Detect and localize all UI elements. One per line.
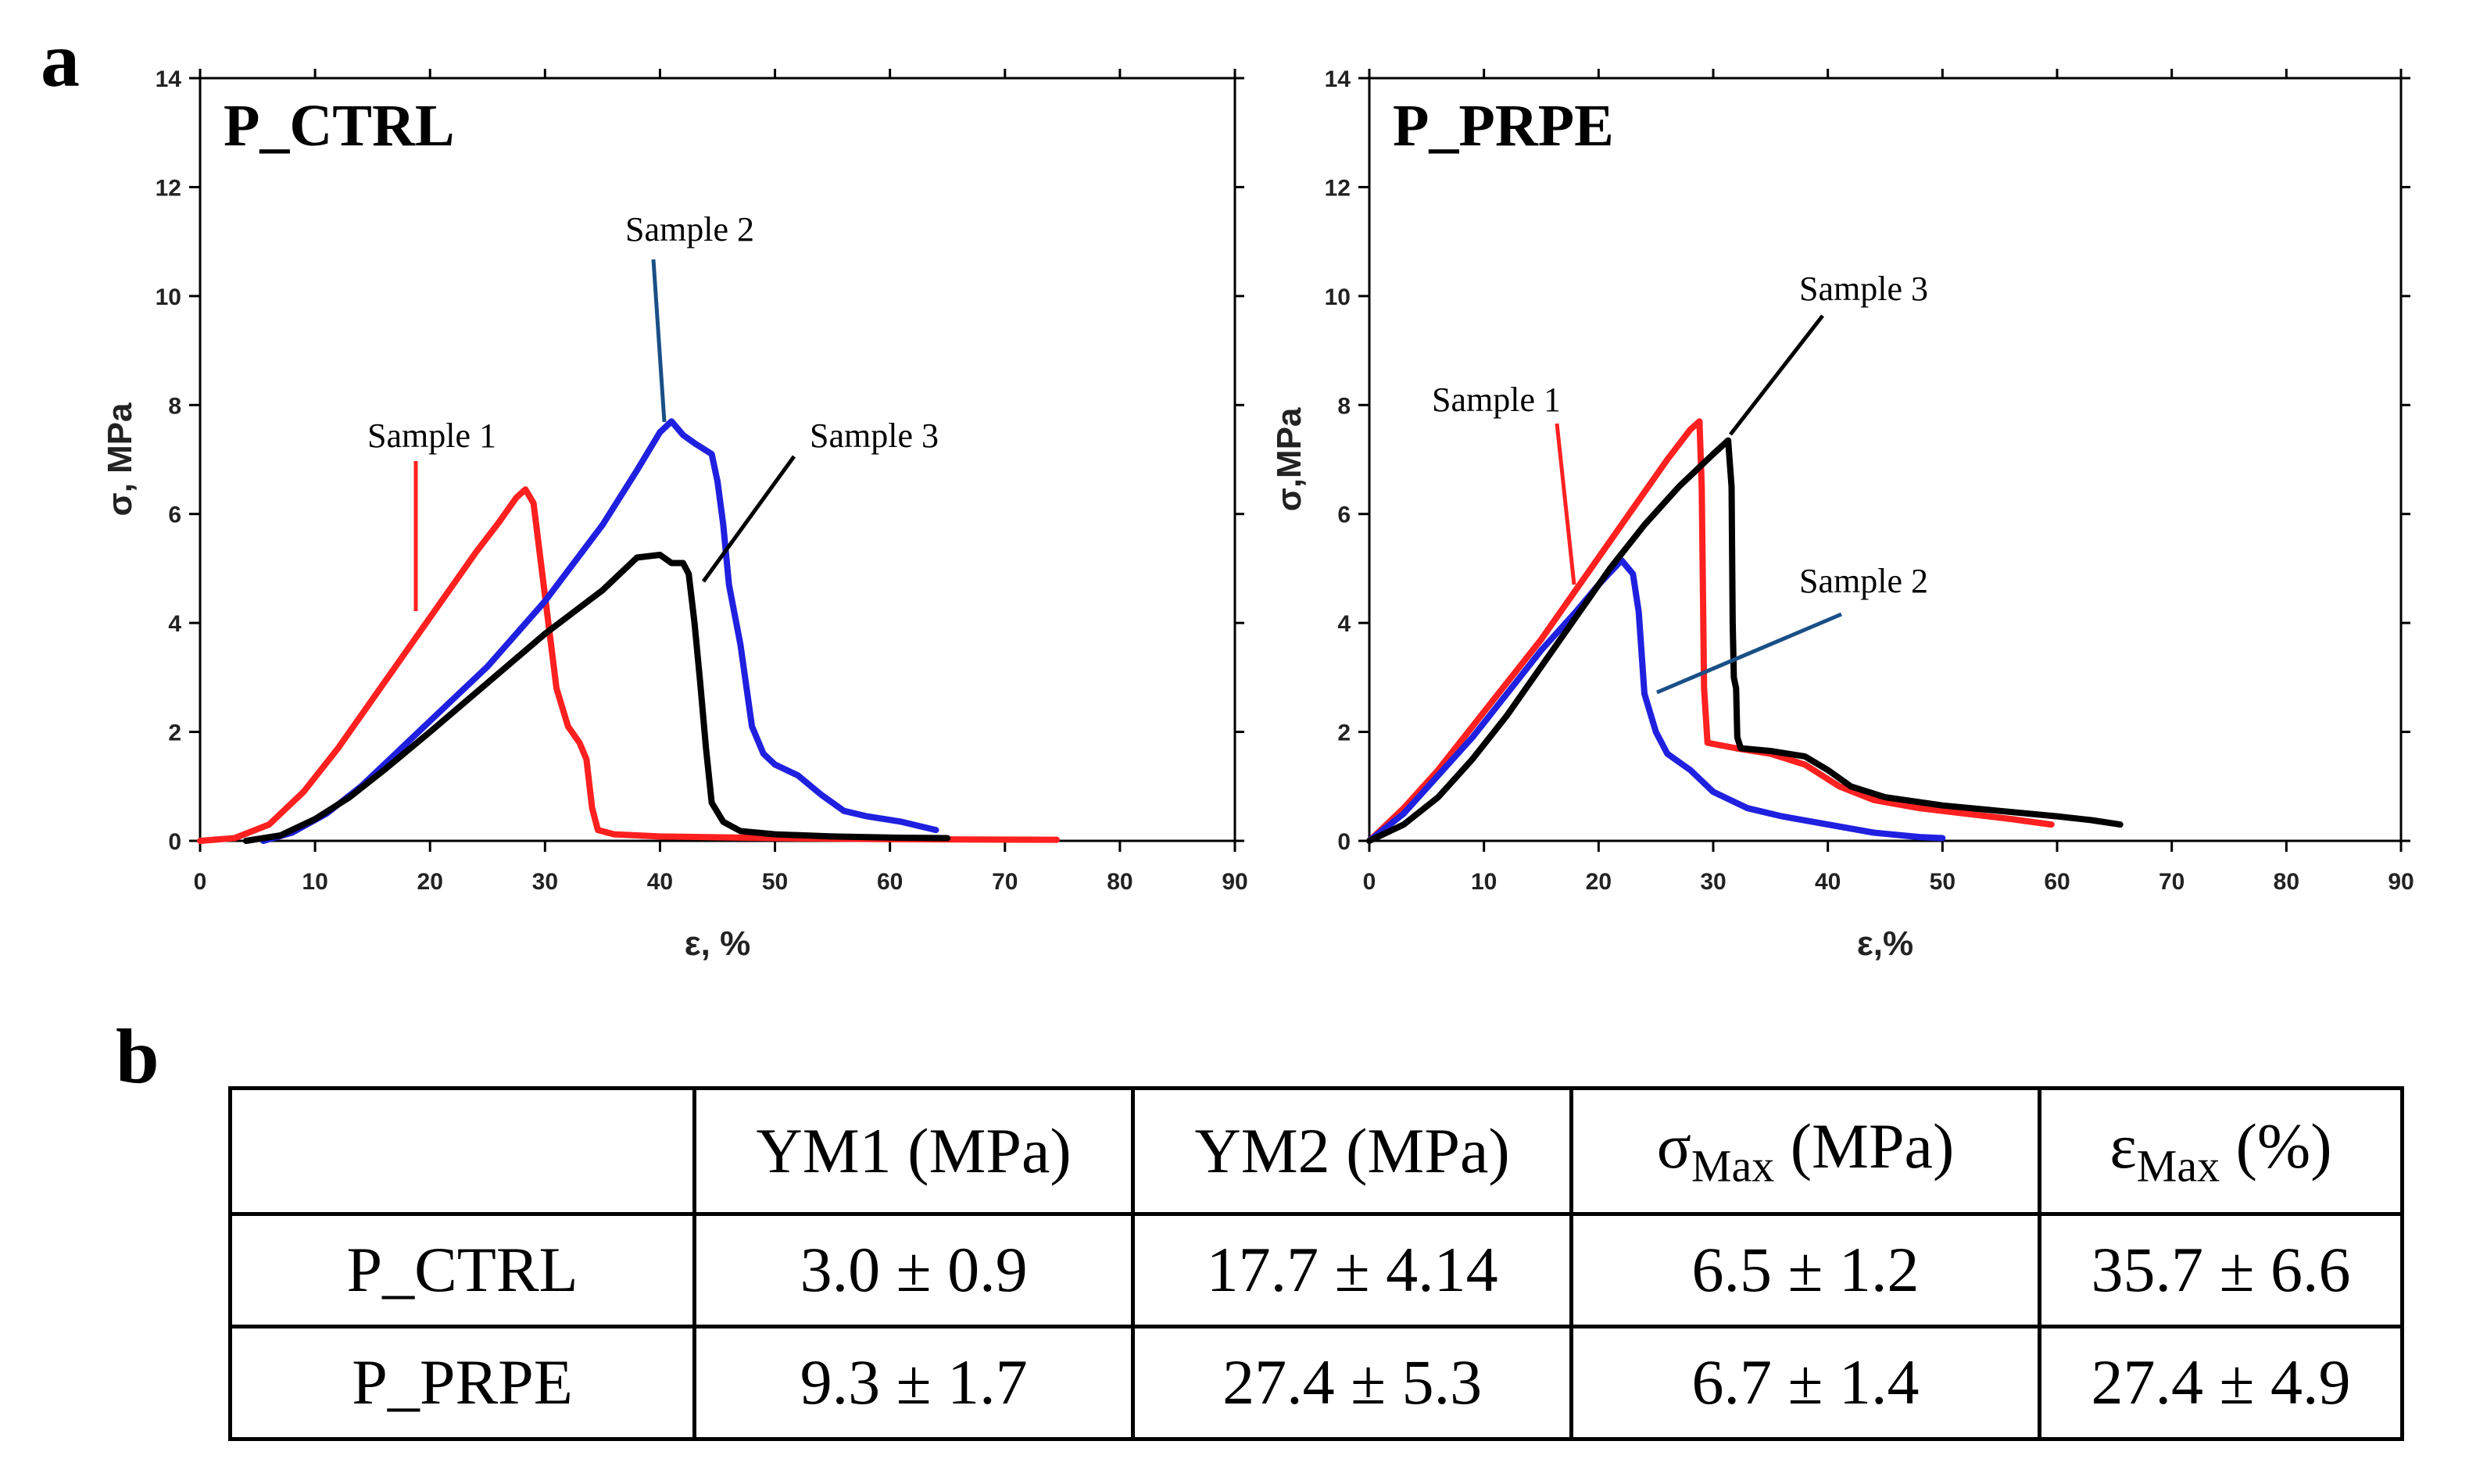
sigma-symbol: σ [1656,1110,1691,1182]
table-cell: 35.7 ± 6.6 [2037,1211,2405,1328]
series-line-sample-2 [1366,557,1946,844]
table-header-cell [227,1086,697,1216]
chart-p-prpe: 0 10 20 30 40 50 60 70 80 90 0 2 4 6 8 10 12 14 ε,% σ,MPa P_… [1270,66,2414,963]
table-cell: 27.4 ± 5.3 [1131,1324,1574,1442]
panel-label-a: a [41,16,80,103]
annotation-leader [651,259,667,423]
x-tick-label: 0 [1363,869,1376,895]
annotation-leader [1555,423,1576,585]
table-cell: P_CTRL [227,1211,697,1328]
annotation-label: Sample 2 [1799,562,1928,600]
annotation-leader [1729,314,1824,436]
table-row: P_PRPE 9.3 ± 1.7 27.4 ± 5.3 6.7 ± 1.4 27… [227,1324,2405,1442]
y-tick-label: 6 [168,502,181,528]
y-tick-label: 10 [156,284,181,310]
table-cell: P_PRPE [227,1324,697,1442]
y-tick-label: 0 [168,829,181,855]
series-line-sample-1 [197,486,1060,844]
y-tick-label: 2 [168,721,181,746]
table-header-cell: YM2 (MPa) [1131,1086,1574,1216]
chart-title: P_PRPE [1393,93,1614,159]
x-axis-label: ε, % [685,924,750,963]
x-tick-label: 20 [1586,869,1612,895]
y-tick-label: 2 [1337,721,1351,746]
table-cell: 3.0 ± 0.9 [692,1211,1136,1328]
x-tick-label: 50 [762,869,788,895]
x-tick-label: 30 [1700,869,1726,895]
table-cell: 17.7 ± 4.14 [1131,1211,1574,1328]
y-tick-label: 0 [1337,829,1351,855]
x-tick-label: 80 [2274,869,2299,895]
annotation-label: Sample 2 [625,210,754,249]
chart-title: P_CTRL [224,93,455,159]
series-line-sample-3 [1366,437,2124,844]
x-tick-label: 70 [2159,869,2185,895]
y-tick-label: 4 [1337,611,1351,637]
annotation-leader [1656,612,1842,695]
annotation-label: Sample 1 [1432,381,1561,419]
series-line-sample-3 [242,552,951,844]
annotation-label: Sample 3 [1799,270,1928,308]
x-tick-label: 20 [417,869,443,895]
sigma-unit: (MPa) [1774,1110,1955,1182]
sigma-subscript: Max [1691,1140,1775,1192]
y-tick-label: 8 [1337,393,1351,419]
x-tick-label: 10 [302,869,327,895]
table-cell: 9.3 ± 1.7 [692,1324,1136,1442]
table-header-cell: εMax (%) [2037,1086,2405,1216]
chart-p-ctrl: 0 10 20 30 40 50 60 70 80 90 0 2 4 6 8 10 12 14 ε, % σ, MPa… [101,66,1248,963]
table-header-cell: YM1 (MPa) [692,1086,1136,1216]
y-tick-label: 6 [1337,502,1351,528]
epsilon-subscript: Max [2136,1140,2220,1192]
series-line-sample-2 [259,418,939,844]
panel-label-b: b [116,1013,159,1100]
table-row: P_CTRL 3.0 ± 0.9 17.7 ± 4.14 6.5 ± 1.2 3… [227,1211,2405,1328]
x-tick-label: 80 [1107,869,1133,895]
x-tick-label: 10 [1471,869,1497,895]
series-line-sample-1 [1366,418,2055,844]
y-tick-label: 14 [1325,66,1351,92]
y-tick-label: 10 [1325,284,1351,310]
epsilon-unit: (%) [2220,1110,2332,1182]
y-axis-label: σ, MPa [101,402,139,517]
x-tick-label: 70 [992,869,1018,895]
x-tick-label: 30 [532,869,558,895]
x-tick-label: 40 [647,869,673,895]
y-tick-label: 8 [168,393,181,419]
plot-frame [199,77,1236,842]
table-cell: 6.5 ± 1.2 [1569,1211,2041,1328]
table-header-row: YM1 (MPa) YM2 (MPa) σMax (MPa) εMax (%) [227,1086,2405,1216]
y-tick-label: 12 [156,175,181,201]
annotation-leader [701,455,796,583]
epsilon-symbol: ε [2109,1110,2137,1182]
x-tick-label: 90 [1222,869,1247,895]
y-tick-label: 14 [156,66,182,92]
x-tick-label: 90 [2388,869,2414,895]
x-tick-label: 60 [877,869,903,895]
annotation-label: Sample 1 [367,417,496,455]
y-tick-label: 12 [1325,175,1351,201]
table-header-cell: σMax (MPa) [1569,1086,2041,1216]
x-axis-label: ε,% [1857,924,1913,963]
x-tick-label: 40 [1815,869,1841,895]
x-tick-label: 0 [194,869,207,895]
annotation-label: Sample 3 [810,417,939,455]
table-cell: 27.4 ± 4.9 [2037,1324,2405,1442]
y-axis-label: σ,MPa [1270,407,1308,511]
table-cell: 6.7 ± 1.4 [1569,1324,2041,1442]
plot-frame [1368,77,2403,842]
x-tick-label: 50 [1930,869,1956,895]
y-tick-label: 4 [168,611,181,637]
results-table: YM1 (MPa) YM2 (MPa) σMax (MPa) εMax (%) … [227,1086,2405,1442]
x-tick-label: 60 [2044,869,2070,895]
